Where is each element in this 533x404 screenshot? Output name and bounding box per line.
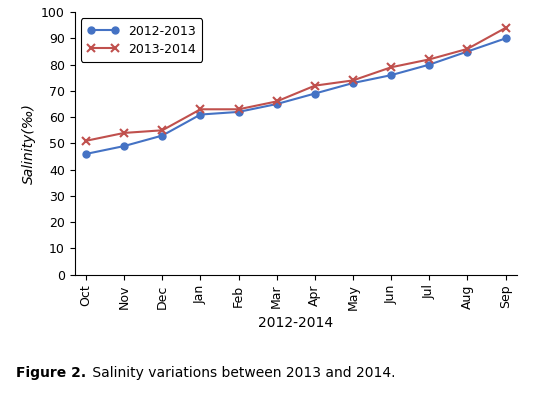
2013-2014	[312, 83, 318, 88]
2012-2013	[388, 73, 394, 78]
2012-2013	[159, 133, 166, 138]
2013-2014	[83, 138, 89, 143]
2013-2014	[503, 25, 509, 30]
Text: Figure 2.: Figure 2.	[16, 366, 86, 380]
2013-2014	[273, 99, 280, 104]
X-axis label: 2012-2014: 2012-2014	[259, 316, 333, 330]
2012-2013	[121, 143, 127, 148]
2012-2013	[503, 36, 509, 41]
2012-2013	[236, 109, 242, 114]
Y-axis label: Salinity(‰): Salinity(‰)	[21, 103, 36, 184]
2012-2013	[426, 62, 432, 67]
2013-2014	[388, 65, 394, 69]
2013-2014	[426, 57, 432, 62]
2013-2014	[159, 128, 166, 133]
2012-2013	[350, 81, 356, 86]
Line: 2012-2013: 2012-2013	[83, 35, 509, 158]
2012-2013	[83, 152, 89, 156]
2012-2013	[464, 49, 471, 54]
2012-2013	[273, 101, 280, 106]
Line: 2013-2014: 2013-2014	[82, 24, 510, 145]
2012-2013	[312, 91, 318, 96]
Legend: 2012-2013, 2013-2014: 2012-2013, 2013-2014	[81, 18, 203, 62]
2013-2014	[464, 46, 471, 51]
2012-2013	[197, 112, 204, 117]
2013-2014	[350, 78, 356, 83]
2013-2014	[121, 130, 127, 135]
Text: Salinity variations between 2013 and 2014.: Salinity variations between 2013 and 201…	[88, 366, 395, 380]
2013-2014	[197, 107, 204, 112]
2013-2014	[236, 107, 242, 112]
